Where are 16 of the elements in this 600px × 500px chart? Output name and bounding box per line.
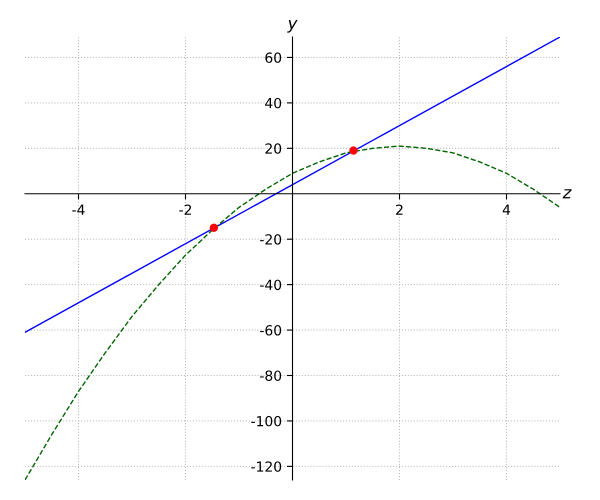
y-tick-label: 40: [265, 98, 282, 108]
x-tick-label: 4: [502, 204, 510, 215]
x-tick-label: 2: [396, 204, 403, 215]
y-tick-label: 20: [265, 143, 282, 154]
x-axis-title: z: [562, 189, 572, 198]
line-series: [25, 145, 560, 480]
y-tick-label: -80: [260, 370, 282, 381]
y-axis-title: y: [287, 20, 298, 33]
x-tick-label: -4: [72, 204, 85, 215]
y-tick-label: -40: [260, 280, 282, 290]
x-tick-label: -2: [179, 204, 192, 215]
y-tick-label: -100: [251, 416, 282, 426]
y-tick-label: -120: [251, 461, 282, 472]
y-tick-label: 60: [265, 52, 282, 63]
y-tick-label: -60: [260, 325, 282, 336]
y-tick-label: -20: [260, 234, 282, 245]
